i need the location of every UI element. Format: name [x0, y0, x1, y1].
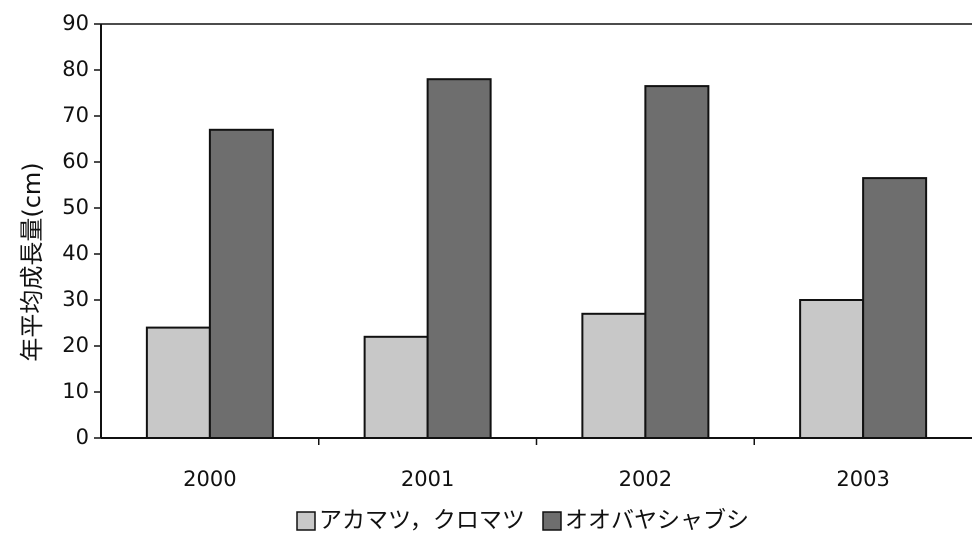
- x-tick-label: 2002: [619, 467, 672, 491]
- y-tick-label: 20: [62, 333, 89, 357]
- y-tick-label: 60: [62, 149, 89, 173]
- y-axis-ticks: [94, 23, 101, 439]
- y-axis-title: 年平均成長量(cm): [18, 162, 46, 361]
- y-tick-label: 50: [62, 195, 89, 219]
- bar-alder-2002: [644, 85, 710, 439]
- y-tick-label: 80: [62, 57, 89, 81]
- axes: [100, 23, 972, 439]
- bar-pine-2000: [145, 326, 211, 440]
- bar-pine-2001: [363, 335, 429, 439]
- y-tick-label: 40: [62, 241, 89, 265]
- bar-pine-2002: [581, 312, 647, 439]
- legend-label-1: オオバヤシャブシ: [565, 508, 749, 534]
- legend-swatch-1: [542, 511, 562, 531]
- x-tick-label: 2001: [401, 467, 454, 491]
- bar-pine-2003: [799, 299, 865, 439]
- y-tick-label: 30: [62, 287, 89, 311]
- legend-label-0: アカマツ，クロマツ: [319, 508, 525, 534]
- x-tick-label: 2000: [183, 467, 236, 491]
- x-axis-ticks: [318, 438, 755, 445]
- x-axis-tick-labels: 2000 2001 2002 2003: [183, 467, 890, 491]
- bar-alder-2000: [208, 128, 274, 440]
- bar-alder-2003: [862, 177, 928, 439]
- y-tick-label: 70: [62, 103, 89, 127]
- bars: [145, 78, 928, 440]
- legend-swatch-0: [296, 511, 316, 531]
- bar-alder-2001: [426, 78, 492, 439]
- legend: アカマツ，クロマツ オオバヤシャブシ: [296, 508, 749, 534]
- y-tick-label: 10: [62, 379, 89, 403]
- y-tick-label: 0: [76, 425, 89, 449]
- y-axis-tick-labels: 0 10 20 30 40 50 60 70 80 90: [62, 11, 89, 449]
- y-tick-label: 90: [62, 11, 89, 35]
- x-tick-label: 2003: [836, 467, 889, 491]
